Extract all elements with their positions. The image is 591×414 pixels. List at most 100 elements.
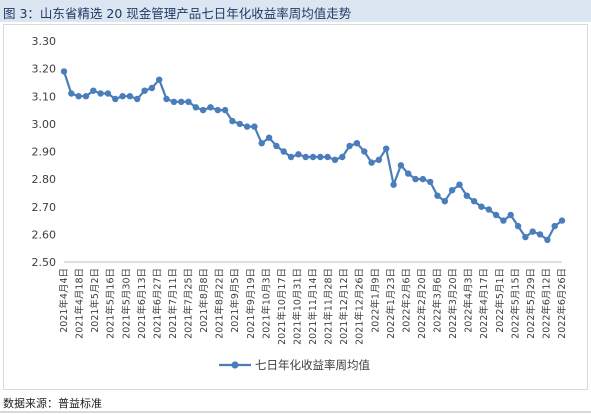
data-point [309,153,317,161]
y-tick-label: 3.00 [32,118,57,131]
x-tick-label: 2021年9月5日 [229,268,241,333]
data-point [412,175,419,183]
data-point [243,123,251,130]
chart-frame [3,24,588,390]
x-tick-label: 2021年10月3日 [260,268,272,339]
x-tick-label: 2022年1月23日 [385,268,397,339]
x-tick-label: 2022年3月6日 [432,268,444,333]
y-tick-label: 3.10 [32,90,57,103]
data-point [383,145,390,152]
x-tick-label: 2021年9月19日 [245,268,257,339]
x-tick-label: 2021年11月28日 [323,268,335,345]
x-tick-label: 2021年8月22日 [214,268,226,339]
x-tick-label: 2021年7月25日 [183,268,195,339]
x-tick-label: 2021年10月17日 [276,268,288,345]
data-point [236,120,243,128]
data-point [331,156,339,163]
x-tick-label: 2022年2月20日 [416,268,428,339]
data-point [478,203,485,210]
legend: 七日年化收益率周均值 [219,358,370,372]
data-point [97,90,104,97]
x-tick-label: 2021年5月2日 [89,268,101,333]
data-point [434,192,441,199]
data-point [185,98,192,106]
y-tick-label: 3.20 [32,63,57,76]
data-point [214,106,221,114]
series-layer [60,68,566,244]
data-point [75,93,82,100]
data-point [514,222,522,230]
x-tick-label: 2022年5月15日 [509,268,521,339]
data-point [544,236,551,244]
y-tick-label: 2.50 [32,256,57,269]
data-point [178,98,185,106]
x-tick-label: 2021年5月30日 [120,268,132,339]
data-point [368,159,375,166]
data-point [280,148,287,155]
data-point [134,95,141,103]
data-point [68,90,75,97]
data-point [295,151,302,158]
x-tick-label: 2021年11月14日 [307,268,319,345]
x-tick-label: 2021年6月13日 [136,268,148,339]
data-point [273,142,280,150]
x-tick-label: 2022年6月12日 [540,268,552,339]
data-point [536,231,544,238]
data-point [507,211,514,219]
data-point [339,153,346,161]
x-tick-label: 2022年2月6日 [400,268,412,333]
data-point [317,153,324,161]
data-point [163,95,170,103]
data-point [456,181,463,188]
data-point [485,206,492,213]
x-tick-label: 2022年5月1日 [494,268,506,333]
x-tick-label: 2021年7月11日 [167,268,179,339]
data-point [448,187,456,194]
data-point [427,178,434,186]
data-point [82,93,90,100]
y-tick-label: 3.30 [32,35,57,48]
y-tick-label: 2.70 [32,201,57,214]
data-point [90,87,97,94]
data-point [500,217,507,224]
x-tick-label: 2022年1月9日 [369,268,381,333]
y-tick-label: 2.60 [32,228,57,241]
x-tick-label: 2022年4月17日 [478,268,490,339]
data-point [287,153,295,161]
figure-title: 图 3：山东省精选 20 现金管理产品七日年化收益率周均值走势 [3,6,352,21]
data-point [353,140,361,147]
x-tick-label: 2021年6月27日 [151,268,163,339]
x-tick-label: 2022年3月20日 [447,268,459,339]
data-point [302,153,309,161]
data-point [112,95,119,103]
data-point [390,181,397,188]
data-point [170,98,178,106]
data-point [397,162,405,169]
data-point [375,156,383,163]
legend-marker [231,361,239,369]
x-tick-label: 2021年4月4日 [58,268,70,333]
x-tick-label: 2021年12月26日 [354,268,366,345]
data-point [419,175,427,183]
y-tick-label: 2.80 [32,173,57,186]
data-point [60,68,68,75]
x-tick-label: 2021年8月8日 [198,268,210,333]
x-tick-label: 2021年10月31日 [291,268,303,345]
data-point [265,134,273,141]
data-point [148,84,156,92]
data-point [192,104,199,111]
data-point [492,211,500,219]
data-point [529,228,536,235]
x-axis-ticks: 2021年4月4日 2021年4月18日 2021年5月2日 2021年5月16日 20… [58,268,568,345]
data-point [126,93,134,100]
data-point [156,76,163,83]
data-point [221,106,229,114]
x-tick-label: 2022年4月3日 [463,268,475,333]
x-tick-label: 2021年12月12日 [338,268,350,345]
data-point [558,217,566,224]
data-point [199,106,207,114]
title-band [0,0,591,22]
x-tick-label: 2022年5月29日 [525,268,537,339]
data-point [463,192,470,199]
